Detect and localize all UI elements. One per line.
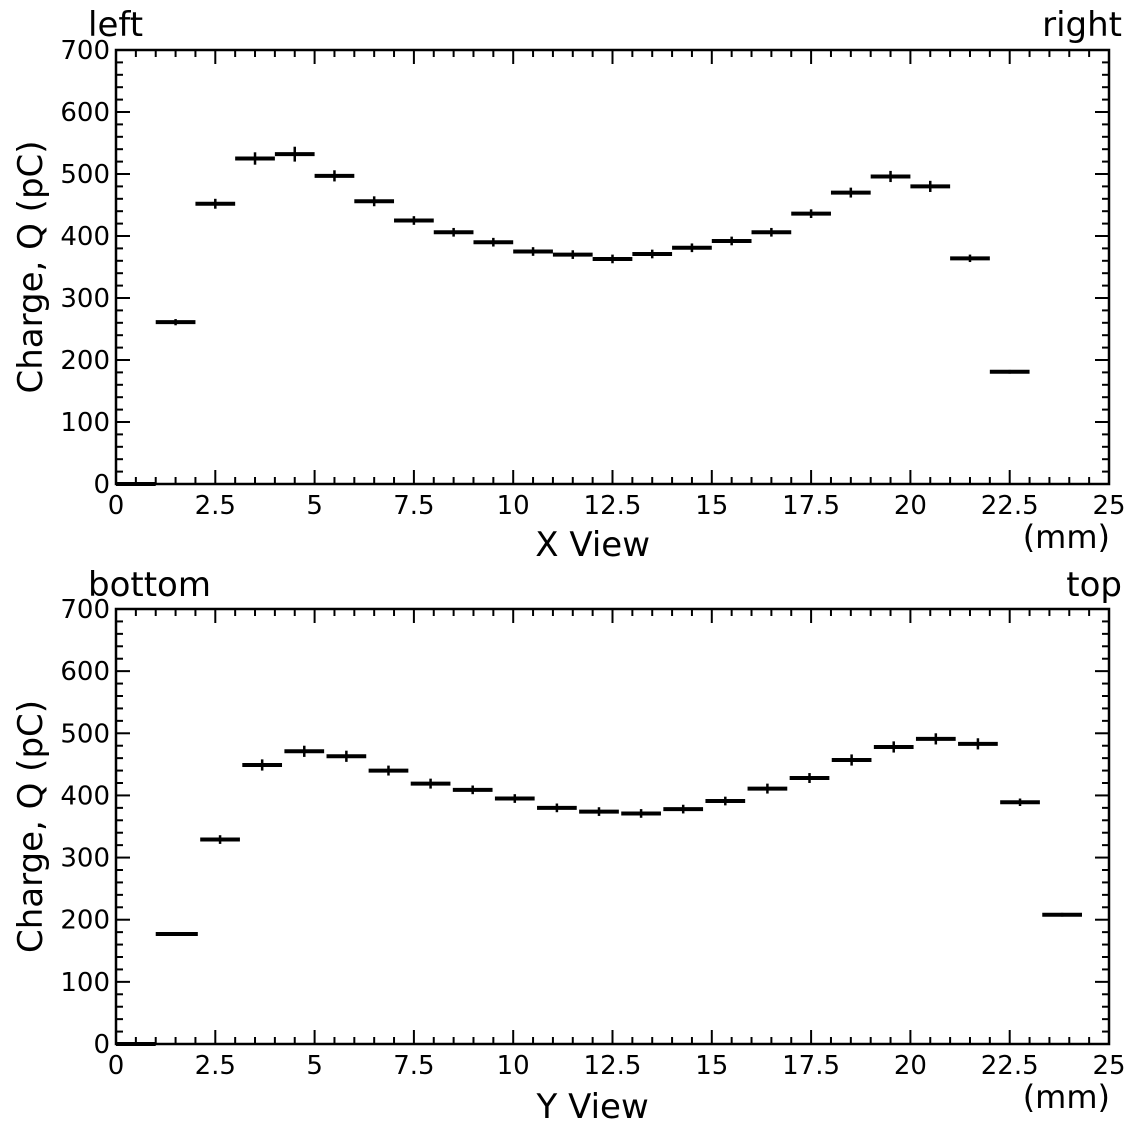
x-tick-label: 5 [306,491,323,521]
plot-frame [114,48,1111,486]
x-tick-label: 20 [894,491,927,521]
y-tick-label: 0 [93,1030,110,1060]
x-tick-label: 22.5 [981,1051,1039,1081]
x-tick-label: 0 [108,1051,125,1081]
x-tick-label: 17.5 [782,491,840,521]
x-tick-label: 22.5 [981,491,1039,521]
x-axis-unit: (mm) [1023,1078,1110,1116]
corner-label-left: left [88,5,143,45]
x-tick-label: 10 [497,491,530,521]
y-tick-label: 600 [60,98,110,128]
y-tick-label: 600 [60,657,110,687]
x-tick-label: 2.5 [195,491,236,521]
x-tick-label: 7.5 [393,491,434,521]
x-axis-title: X View [535,525,650,565]
corner-label-right: right [1042,5,1122,45]
x-tick-label: 25 [1092,491,1125,521]
y-tick-label: 0 [93,470,110,500]
y-tick-label: 500 [60,160,110,190]
x-tick-label: 0 [108,491,125,521]
x-tick-label: 7.5 [393,1051,434,1081]
x-tick-label: 5 [306,1051,323,1081]
x-tick-label: 2.5 [195,1051,236,1081]
y-tick-label: 100 [60,968,110,998]
corner-label-left: bottom [88,565,211,605]
x-tick-label: 15 [695,1051,728,1081]
y-tick-label: 300 [60,284,110,314]
y-tick-label: 700 [60,595,110,625]
x-axis-unit: (mm) [1023,518,1110,556]
y-tick-label: 500 [60,719,110,749]
x-tick-label: 17.5 [782,1051,840,1081]
x-tick-label: 20 [894,1051,927,1081]
x-tick-label: 12.5 [584,1051,642,1081]
corner-label-right: top [1066,565,1122,605]
y-tick-label: 700 [60,36,110,66]
x-tick-label: 12.5 [584,491,642,521]
x-tick-label: 25 [1092,1051,1125,1081]
y-tick-label: 200 [60,346,110,376]
x-tick-label: 15 [695,491,728,521]
y-tick-label: 100 [60,408,110,438]
y-axis-title: Charge, Q (pC) [11,700,51,953]
plot-frame [114,607,1111,1046]
y-tick-label: 400 [60,781,110,811]
x-tick-label: 10 [497,1051,530,1081]
y-tick-label: 300 [60,844,110,874]
y-tick-label: 200 [60,906,110,936]
y-axis-title: Charge, Q (pC) [11,140,51,393]
y-tick-label: 400 [60,222,110,252]
x-axis-title: Y View [536,1087,649,1127]
